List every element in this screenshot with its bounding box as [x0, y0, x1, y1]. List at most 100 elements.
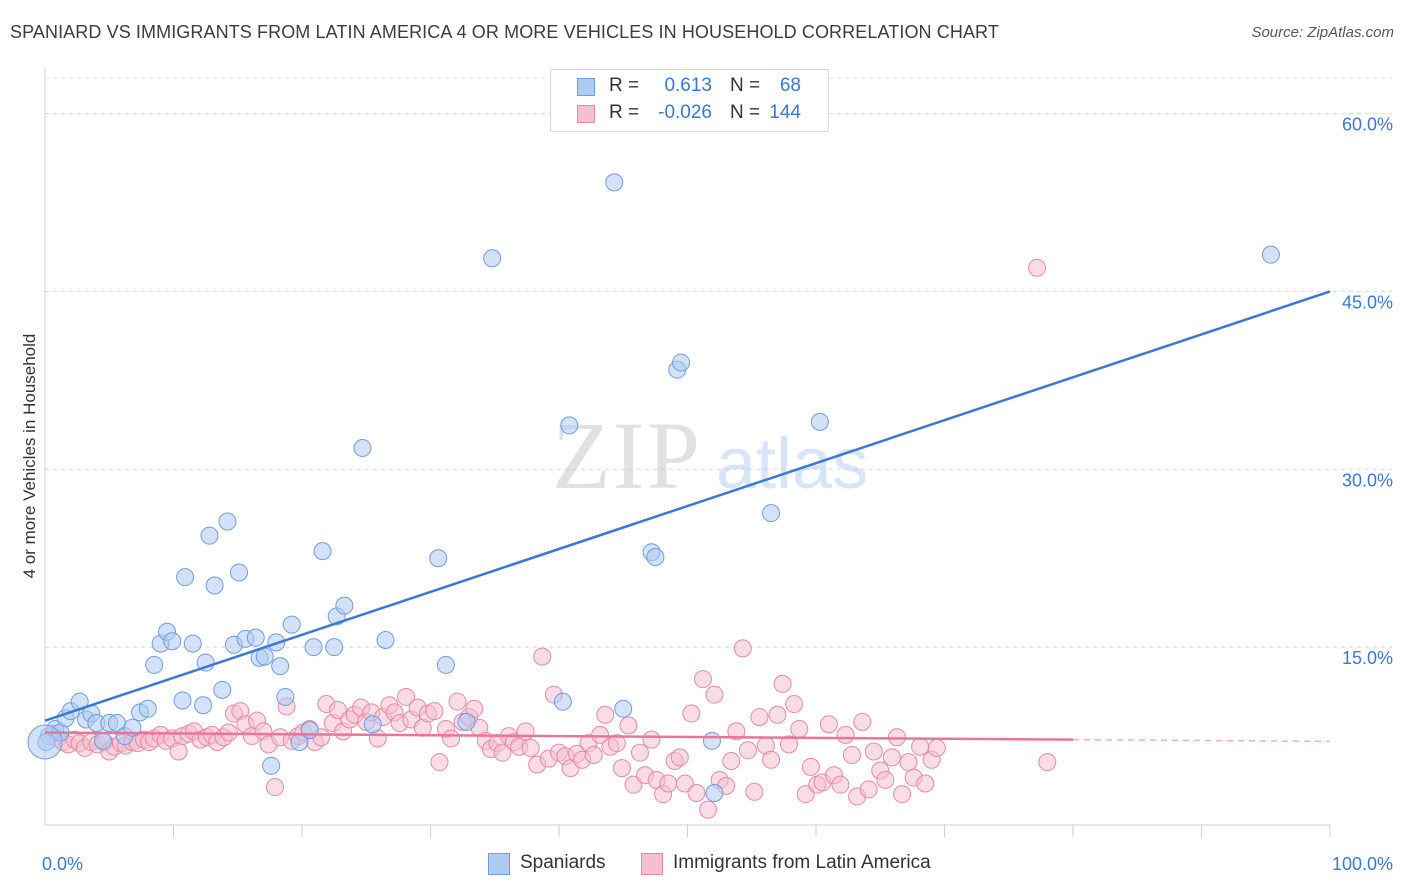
y-tick-label: 15.0% [1342, 648, 1393, 668]
data-point [194, 696, 213, 715]
data-point [1038, 753, 1057, 772]
data-point [859, 780, 878, 799]
data-point [607, 734, 626, 753]
data-point [893, 785, 912, 804]
watermark-zip: ZIP [552, 402, 702, 509]
data-point [138, 699, 157, 718]
correlation-stats-box: R = 0.613 N = 68 R = -0.026 N = 144 [550, 69, 829, 132]
data-point [436, 655, 455, 674]
data-point [457, 712, 476, 731]
data-point [205, 576, 224, 595]
data-point [916, 774, 935, 793]
chart-title: SPANIARD VS IMMIGRANTS FROM LATIN AMERIC… [10, 22, 999, 42]
stats-r-value: -0.026 [658, 102, 712, 123]
y-tick-label: 45.0% [1342, 292, 1393, 312]
data-point [750, 708, 769, 727]
data-point [785, 695, 804, 714]
data-point [836, 725, 855, 744]
data-point [831, 775, 850, 794]
data-point [801, 757, 820, 776]
y-axis-label: 4 or more Vehicles in Household [20, 334, 39, 579]
stats-r-label: R = [609, 102, 640, 123]
data-point [335, 596, 354, 615]
data-point [213, 680, 232, 699]
data-point [819, 715, 838, 734]
data-point [630, 743, 649, 762]
data-point [176, 568, 195, 587]
data-point [169, 742, 188, 761]
data-point [145, 655, 164, 674]
data-point [266, 778, 285, 797]
x-tick-label: 0.0% [42, 854, 83, 874]
data-point [448, 692, 467, 711]
data-point [646, 548, 665, 567]
data-point [262, 756, 281, 775]
data-point [442, 729, 461, 748]
data-point [363, 715, 382, 734]
data-point [687, 783, 706, 802]
data-point [927, 738, 946, 757]
x-tick-label: 100.0% [1332, 854, 1393, 874]
data-point [325, 638, 344, 657]
data-point [727, 722, 746, 741]
stats-swatch-immigrants [577, 105, 595, 123]
data-point [218, 512, 237, 531]
data-point [682, 704, 701, 723]
data-point [605, 173, 624, 192]
data-point [762, 750, 781, 769]
axes [44, 68, 1331, 837]
data-point [276, 687, 295, 706]
stats-r-label: R = [609, 75, 640, 96]
trend-line-immigrants [44, 731, 1074, 741]
stats-n-label: N = [730, 102, 761, 123]
data-point [553, 692, 572, 711]
data-point [745, 782, 764, 801]
data-point [842, 746, 861, 765]
stats-row-spaniards: R = 0.613 N = 68 [551, 75, 828, 101]
data-point [300, 721, 319, 740]
data-point [533, 647, 552, 666]
stats-swatch-spaniards [577, 78, 595, 96]
data-point [429, 549, 448, 568]
data-point-large [27, 724, 63, 760]
trend-line-immigrants-extrapolated [1072, 738, 1331, 743]
source-credit: Source: ZipAtlas.com [1251, 24, 1394, 41]
series-spaniards [27, 173, 1280, 802]
data-point [768, 705, 787, 724]
data-point [705, 685, 724, 704]
gridlines [45, 77, 1392, 648]
stats-n-label: N = [730, 75, 761, 96]
data-point [516, 722, 535, 741]
data-point [693, 670, 712, 689]
stats-n-value: 68 [779, 75, 801, 96]
stats-row-immigrants: R = -0.026 N = 144 [551, 102, 828, 128]
data-point [591, 725, 610, 744]
trend-lines [44, 290, 1331, 743]
data-point [853, 712, 872, 731]
data-point [619, 716, 638, 735]
data-point [738, 741, 757, 760]
data-point [899, 753, 918, 772]
data-point [246, 628, 265, 647]
data-point [614, 699, 633, 718]
data-point [780, 735, 799, 754]
data-point [430, 753, 449, 772]
stats-r-value: 0.613 [664, 75, 712, 96]
data-point [1028, 258, 1047, 277]
data-point [790, 719, 809, 738]
legend-label-spaniards: Spaniards [520, 852, 606, 873]
data-point [911, 737, 930, 756]
data-point [702, 731, 721, 750]
data-point [596, 705, 615, 724]
data-points [27, 173, 1280, 819]
data-point [521, 738, 540, 757]
data-point [1261, 245, 1280, 264]
data-point [722, 751, 741, 770]
data-point [705, 783, 724, 802]
data-point [353, 438, 372, 457]
watermark: ZIP atlas [552, 402, 868, 509]
legend-swatch-immigrants [641, 853, 663, 875]
data-point [376, 631, 395, 650]
data-point [397, 687, 416, 706]
data-point [313, 542, 332, 561]
